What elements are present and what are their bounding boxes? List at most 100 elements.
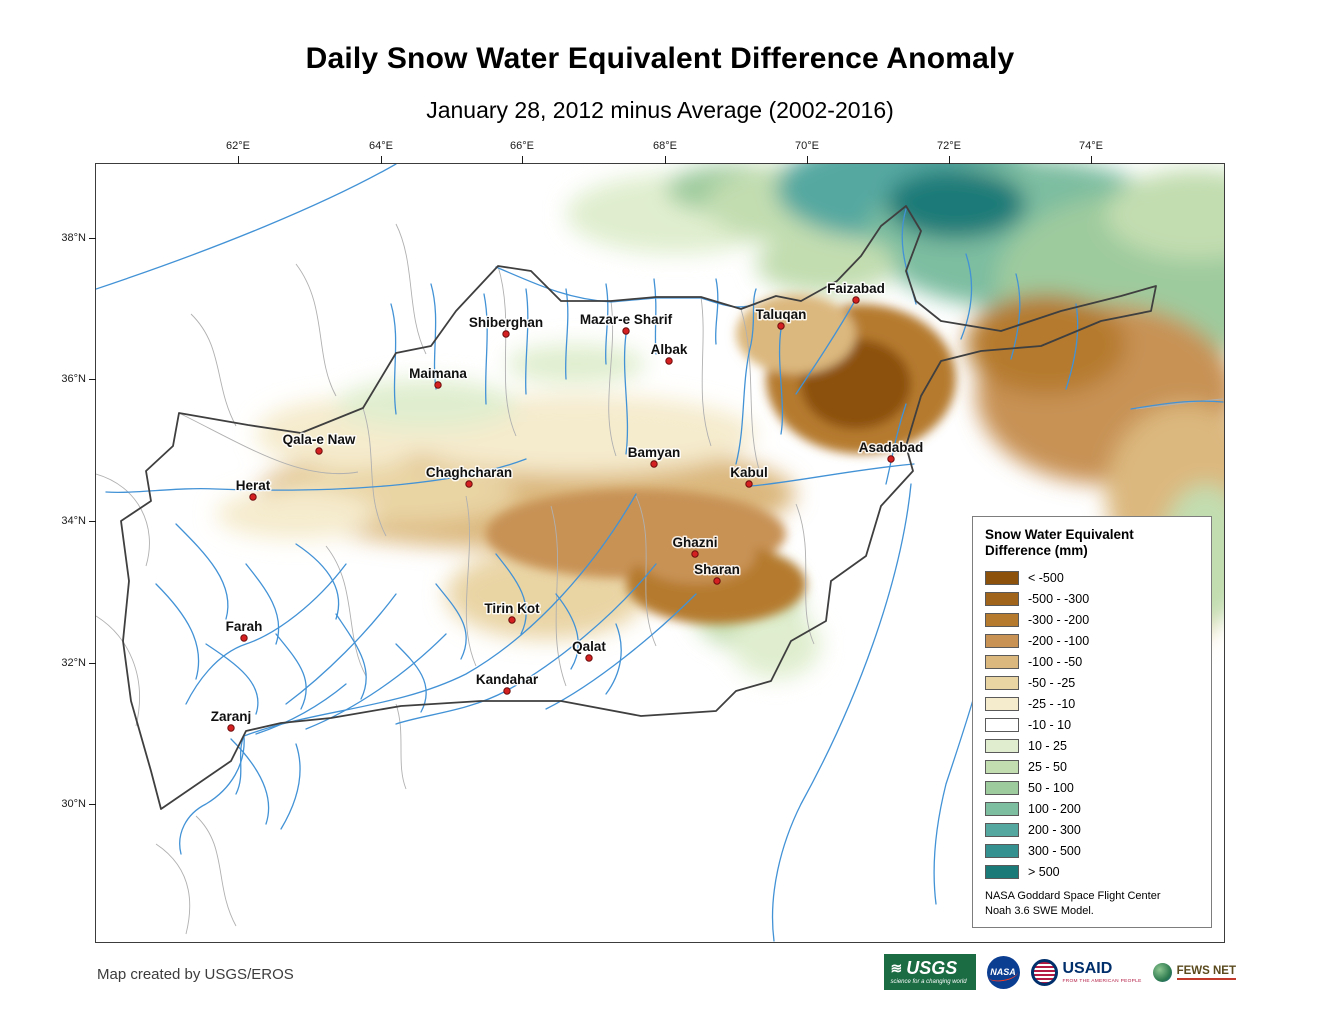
city-marker-icon xyxy=(502,330,510,338)
cities-layer: Faizabad Taluqan Mazar-e Sharif Shiberghan A… xyxy=(209,280,925,732)
latitude-tick-mark xyxy=(89,521,97,522)
legend-entry: < -500 xyxy=(985,567,1201,588)
city-label: Chaghcharan xyxy=(426,465,512,480)
legend-entry: 50 - 100 xyxy=(985,777,1201,798)
legend-swatch xyxy=(985,864,1019,879)
city-herat: Herat xyxy=(234,477,272,501)
legend-source: NASA Goddard Space Flight Center Noah 3.… xyxy=(985,889,1201,919)
nasa-logo-icon: NASA xyxy=(986,955,1020,989)
city-albak: Albak xyxy=(649,341,689,365)
city-sharan: Sharan xyxy=(693,561,741,585)
city-label: Sharan xyxy=(694,562,740,577)
latitude-label: 32°N xyxy=(61,657,86,669)
city-marker-icon xyxy=(315,447,323,455)
latitude-label: 38°N xyxy=(61,232,86,244)
longitude-label: 62°E xyxy=(226,140,250,152)
city-label: Shiberghan xyxy=(469,315,543,330)
legend-swatch xyxy=(985,696,1019,711)
city-ghazni: Ghazni xyxy=(671,534,719,558)
longitude-label: 66°E xyxy=(510,140,534,152)
legend-swatch xyxy=(985,717,1019,732)
legend-label: -100 - -50 xyxy=(1028,654,1083,669)
legend-entry: -200 - -100 xyxy=(985,630,1201,651)
page-subtitle: January 28, 2012 minus Average (2002-201… xyxy=(426,97,894,123)
legend-entry: > 500 xyxy=(985,861,1201,882)
fewsnet-label: FEWS NET xyxy=(1176,965,1236,980)
legend-entry: -300 - -200 xyxy=(985,609,1201,630)
city-qala-e-naw: Qala-e Naw xyxy=(281,431,357,455)
legend-entry: 300 - 500 xyxy=(985,840,1201,861)
city-marker-icon xyxy=(622,327,630,335)
city-label: Faizabad xyxy=(827,281,885,296)
city-label: Qalat xyxy=(572,639,606,654)
legend-label: > 500 xyxy=(1028,864,1060,879)
latitude-tick-mark xyxy=(89,379,97,380)
legend-title: Snow Water Equivalent Difference (mm) xyxy=(985,527,1201,561)
usaid-logo: USAID FROM THE AMERICAN PEOPLE xyxy=(1030,958,1142,986)
city-asadabad: Asadabad xyxy=(857,439,925,463)
legend-entry: 10 - 25 xyxy=(985,735,1201,756)
longitude-label: 68°E xyxy=(653,140,677,152)
longitude-label: 64°E xyxy=(369,140,393,152)
city-mazar-e-sharif: Mazar-e Sharif xyxy=(578,311,674,335)
legend-title-line1: Snow Water Equivalent xyxy=(985,526,1134,542)
longitude-tick-mark xyxy=(381,156,382,164)
usgs-tagline: science for a changing world xyxy=(890,979,967,985)
legend-source-line1: NASA Goddard Space Flight Center xyxy=(985,890,1161,903)
logo-strip: ≋ USGS science for a changing world NASA… xyxy=(883,954,1236,990)
city-label: Taluqan xyxy=(756,307,807,322)
legend-label: 10 - 25 xyxy=(1028,738,1067,753)
city-label: Albak xyxy=(651,342,688,357)
legend-label: -10 - 10 xyxy=(1028,717,1072,732)
longitude-tick-mark xyxy=(807,156,808,164)
legend-swatch xyxy=(985,738,1019,753)
longitude-tick-mark xyxy=(522,156,523,164)
city-marker-icon xyxy=(227,724,235,732)
city-marker-icon xyxy=(465,480,473,488)
latitude-label: 30°N xyxy=(61,798,86,810)
usgs-label: USGS xyxy=(906,958,958,978)
city-qalat: Qalat xyxy=(571,638,608,662)
city-label: Asadabad xyxy=(859,440,924,455)
legend-label: 200 - 300 xyxy=(1028,822,1081,837)
legend-entry: -500 - -300 xyxy=(985,588,1201,609)
legend-entry: 25 - 50 xyxy=(985,756,1201,777)
legend-label: -300 - -200 xyxy=(1028,612,1090,627)
longitude-axis: 62°E 64°E 66°E 68°E 70°E 72°E 74°E xyxy=(96,140,1224,164)
city-label: Bamyan xyxy=(628,445,681,460)
legend-swatch xyxy=(985,759,1019,774)
city-label: Herat xyxy=(236,478,271,493)
city-marker-icon xyxy=(691,550,699,558)
fewsnet-logo: FEWS NET xyxy=(1152,962,1236,982)
latitude-label: 34°N xyxy=(61,515,86,527)
usaid-label: USAID xyxy=(1062,959,1113,977)
legend-swatch xyxy=(985,654,1019,669)
nasa-label: NASA xyxy=(990,967,1016,977)
afghanistan-border xyxy=(120,205,1157,810)
city-marker-icon xyxy=(434,381,442,389)
city-label: Farah xyxy=(226,619,263,634)
legend-swatch xyxy=(985,675,1019,690)
usgs-logo: ≋ USGS science for a changing world xyxy=(883,954,976,990)
legend-swatch xyxy=(985,570,1019,585)
legend-swatch xyxy=(985,612,1019,627)
city-farah: Farah xyxy=(224,618,264,642)
longitude-tick-mark xyxy=(665,156,666,164)
usgs-wordmark: ≋ USGS xyxy=(891,959,969,977)
fewsnet-globe-icon xyxy=(1152,962,1172,982)
legend-label: -200 - -100 xyxy=(1028,633,1090,648)
legend-swatch xyxy=(985,633,1019,648)
usaid-emblem-icon xyxy=(1030,958,1058,986)
legend-entry: -50 - -25 xyxy=(985,672,1201,693)
city-marker-icon xyxy=(585,654,593,662)
city-zaranj: Zaranj xyxy=(209,708,253,732)
city-maimana: Maimana xyxy=(408,365,469,389)
city-label: Ghazni xyxy=(672,535,717,550)
legend-title-line2: Difference (mm) xyxy=(985,543,1088,559)
city-label: Kandahar xyxy=(476,672,539,687)
legend-label: 100 - 200 xyxy=(1028,801,1081,816)
city-marker-icon xyxy=(240,634,248,642)
legend-swatch xyxy=(985,843,1019,858)
legend-label: -500 - -300 xyxy=(1028,591,1090,606)
city-label: Tirin Kot xyxy=(484,601,540,616)
